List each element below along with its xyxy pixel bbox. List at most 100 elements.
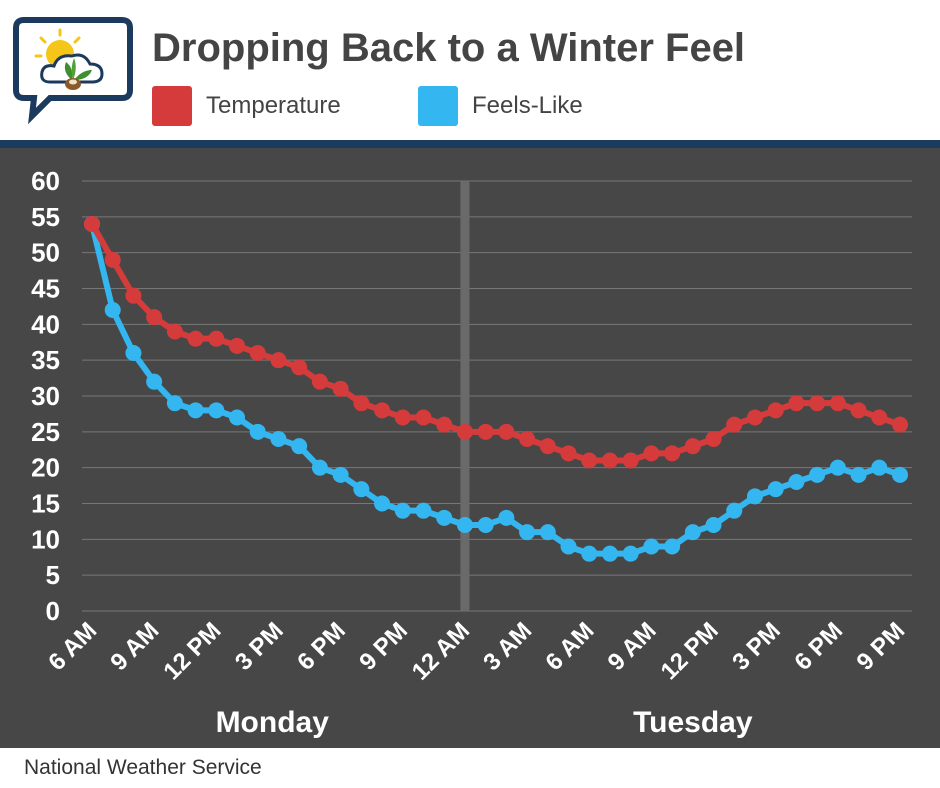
data-point-feels-like: [519, 524, 536, 541]
data-point-feels-like: [353, 481, 370, 498]
data-point-temperature: [581, 452, 598, 469]
data-point-feels-like: [249, 423, 266, 440]
chart-title: Dropping Back to a Winter Feel: [152, 26, 746, 70]
x-tick-label: 9 PM: [852, 617, 911, 676]
data-point-feels-like: [332, 466, 349, 483]
weather-chat-logo-icon: [13, 17, 133, 124]
data-point-temperature: [767, 402, 784, 419]
x-tick-label: 12 PM: [158, 617, 226, 685]
data-point-feels-like: [394, 502, 411, 519]
y-tick-label: 20: [31, 453, 60, 483]
legend-item-feels-like: Feels-Like: [418, 86, 583, 126]
data-point-temperature: [456, 423, 473, 440]
data-point-feels-like: [601, 545, 618, 562]
legend-label-feels-like: Feels-Like: [472, 92, 583, 119]
x-tick-label: 3 PM: [230, 617, 289, 676]
data-point-feels-like: [829, 459, 846, 476]
data-point-temperature: [829, 395, 846, 412]
data-point-feels-like: [374, 495, 391, 512]
y-tick-label: 10: [31, 524, 60, 554]
data-point-temperature: [353, 395, 370, 412]
data-point-temperature: [415, 409, 432, 426]
data-point-temperature: [208, 330, 225, 347]
data-point-feels-like: [456, 517, 473, 533]
y-tick-label: 30: [31, 381, 60, 411]
data-point-temperature: [560, 445, 577, 462]
data-point-feels-like: [104, 302, 121, 318]
data-point-feels-like: [892, 466, 908, 483]
x-tick-label: 6 AM: [43, 617, 102, 676]
legend-swatch-temperature: [152, 86, 192, 126]
data-point-temperature: [601, 452, 618, 469]
data-point-feels-like: [166, 395, 183, 412]
x-tick-label: 3 AM: [478, 617, 537, 676]
data-point-feels-like: [208, 402, 225, 419]
data-point-temperature: [166, 323, 183, 340]
data-point-feels-like: [125, 345, 142, 361]
source-credit: National Weather Service: [24, 756, 262, 779]
chart-area: 0 5 10 15 20 25 30 35 40 45 50 55 60 6 AM 9 AM 12 PM 3 P…: [0, 148, 940, 748]
data-point-feels-like: [850, 466, 867, 483]
data-point-feels-like: [643, 538, 660, 555]
data-point-temperature: [84, 216, 100, 232]
series-line-feels-like: [89, 221, 903, 557]
data-point-temperature: [332, 380, 349, 397]
data-point-feels-like: [436, 509, 453, 526]
y-tick-label: 25: [31, 417, 60, 447]
y-tick-label: 35: [31, 345, 60, 375]
data-point-feels-like: [291, 438, 308, 455]
x-tick-label: 6 AM: [540, 617, 599, 676]
data-point-feels-like: [415, 502, 432, 519]
data-point-temperature: [892, 416, 908, 433]
data-point-temperature: [622, 452, 639, 469]
header: Dropping Back to a Winter Feel Temperatu…: [0, 0, 940, 140]
data-point-temperature: [291, 359, 308, 376]
data-point-temperature: [394, 409, 411, 426]
data-point-feels-like: [767, 481, 784, 498]
data-point-temperature: [498, 423, 515, 440]
data-point-temperature: [249, 345, 266, 361]
data-point-feels-like: [146, 373, 163, 390]
data-point-temperature: [374, 402, 391, 419]
x-tick-label: 9 AM: [105, 617, 164, 676]
data-point-temperature: [187, 330, 204, 347]
y-tick-label: 0: [46, 596, 60, 626]
y-tick-label: 55: [31, 202, 60, 232]
data-point-feels-like: [229, 409, 246, 426]
data-point-feels-like: [664, 538, 681, 555]
x-tick-label: 3 PM: [727, 617, 786, 676]
x-tick-label: 6 PM: [292, 617, 351, 676]
data-point-temperature: [788, 395, 805, 412]
data-point-temperature: [229, 337, 246, 354]
data-point-feels-like: [746, 488, 763, 505]
legend-label-temperature: Temperature: [206, 92, 341, 119]
x-tick-label: 12 AM: [407, 617, 475, 685]
legend-item-temperature: Temperature: [152, 86, 341, 126]
data-point-temperature: [270, 352, 287, 369]
x-tick-label: 12 PM: [656, 617, 724, 685]
data-point-feels-like: [270, 431, 287, 447]
data-point-temperature: [311, 373, 328, 390]
series-line-temperature: [89, 221, 903, 464]
data-point-temperature: [125, 287, 142, 304]
day-label: Monday: [216, 706, 330, 739]
x-tick-label: 6 PM: [789, 617, 848, 676]
header-divider-band: [0, 140, 940, 148]
data-point-temperature: [539, 438, 556, 455]
data-point-temperature: [871, 409, 888, 426]
data-point-temperature: [146, 309, 163, 326]
data-point-feels-like: [684, 524, 701, 541]
data-point-temperature: [436, 416, 453, 433]
data-point-temperature: [104, 251, 121, 268]
x-tick-label: 9 AM: [603, 617, 662, 676]
data-point-temperature: [684, 438, 701, 455]
data-point-feels-like: [187, 402, 204, 419]
y-tick-label: 60: [31, 166, 60, 196]
data-point-feels-like: [539, 524, 556, 541]
data-point-temperature: [519, 431, 536, 447]
data-point-temperature: [643, 445, 660, 462]
data-point-temperature: [850, 402, 867, 419]
data-point-feels-like: [622, 545, 639, 562]
data-point-feels-like: [477, 517, 494, 533]
data-point-temperature: [726, 416, 743, 433]
